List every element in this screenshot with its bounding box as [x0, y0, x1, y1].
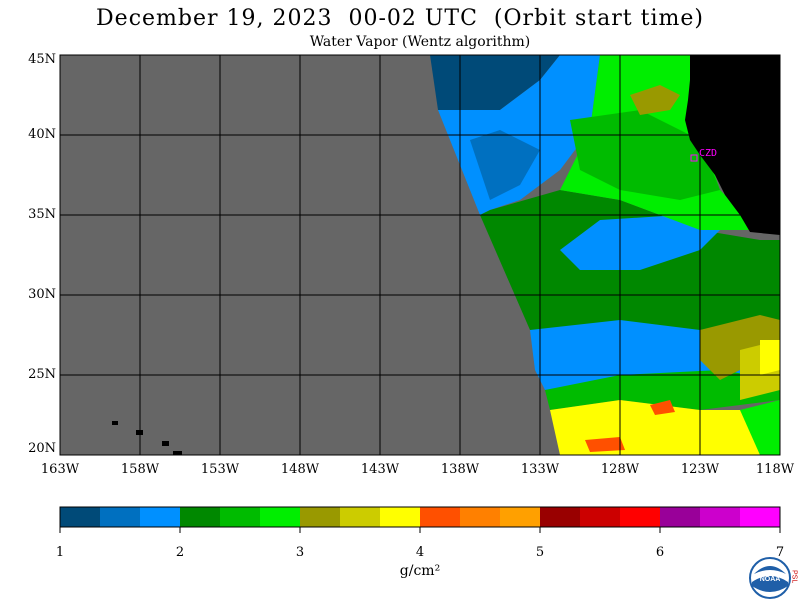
colorbar-units: g/cm²	[399, 563, 441, 579]
colorbar-swatch	[260, 507, 301, 527]
lon-label: 133W	[520, 462, 560, 477]
band-blue-2	[560, 215, 720, 270]
lon-label: 143W	[360, 462, 400, 477]
lat-label: 40N	[28, 127, 56, 142]
band-midblue	[470, 130, 540, 200]
colorbar-swatch	[460, 507, 501, 527]
band-green-south	[740, 400, 780, 455]
noaa-logo: NOAA PSL	[749, 557, 798, 599]
lon-label: 118W	[755, 462, 795, 477]
page-title: December 19, 2023 00-02 UTC (Orbit start…	[96, 6, 704, 31]
lon-label: 158W	[120, 462, 160, 477]
land-north-america	[685, 55, 780, 235]
colorbar-tick-label: 4	[415, 545, 425, 560]
colorbar-swatch	[60, 507, 101, 527]
page-subtitle: Water Vapor (Wentz algorithm)	[309, 34, 531, 50]
band-medgreen	[570, 110, 720, 200]
colorbar	[60, 507, 781, 527]
lon-label: 163W	[40, 462, 80, 477]
lon-label: 138W	[440, 462, 480, 477]
lat-label: 20N	[28, 441, 56, 456]
band-green-3	[545, 370, 780, 410]
lat-label: 45N	[28, 52, 56, 67]
lon-label: 128W	[600, 462, 640, 477]
colorbar-tick-label: 1	[55, 545, 65, 560]
colorbar-swatch	[700, 507, 741, 527]
band-orange-2	[585, 437, 625, 452]
band-orange	[650, 400, 675, 415]
lat-label: 35N	[28, 207, 56, 222]
lon-label: 153W	[200, 462, 240, 477]
colorbar-tick-marks	[59, 527, 781, 533]
colorbar-tick-label: 2	[175, 545, 185, 560]
colorbar-swatch	[500, 507, 541, 527]
band-darkblue	[430, 55, 560, 120]
colorbar-swatch	[300, 507, 341, 527]
colorbar-swatch	[100, 507, 141, 527]
colorbar-tick-label: 5	[535, 545, 545, 560]
colorbar-swatch	[180, 507, 221, 527]
colorbar-swatch	[220, 507, 261, 527]
colorbar-swatch	[660, 507, 701, 527]
colorbar-tick-label: 7	[775, 545, 785, 560]
colorbar-swatch	[580, 507, 621, 527]
colorbar-tick-label: 6	[655, 545, 665, 560]
colorbar-swatch	[380, 507, 421, 527]
band-olive-2	[700, 315, 780, 380]
lon-label: 148W	[280, 462, 320, 477]
station-marker: CZD	[690, 148, 717, 162]
grid	[60, 55, 780, 455]
map-frame	[59, 54, 781, 456]
lat-label: 25N	[28, 367, 56, 382]
band-yellow-2	[760, 340, 780, 375]
colorbar-swatch	[620, 507, 661, 527]
colorbar-swatch	[740, 507, 781, 527]
colorbar-tick-label: 3	[295, 545, 305, 560]
logo-text: NOAA	[760, 576, 781, 583]
colorbar-swatch	[140, 507, 181, 527]
colorbar-swatch	[340, 507, 381, 527]
lon-label: 123W	[680, 462, 720, 477]
station-label: CZD	[699, 148, 717, 159]
band-olive	[630, 85, 680, 115]
colorbar-swatch	[420, 507, 461, 527]
lat-label: 30N	[28, 287, 56, 302]
colorbar-swatch	[540, 507, 581, 527]
logo-side-text: PSL	[791, 570, 798, 583]
